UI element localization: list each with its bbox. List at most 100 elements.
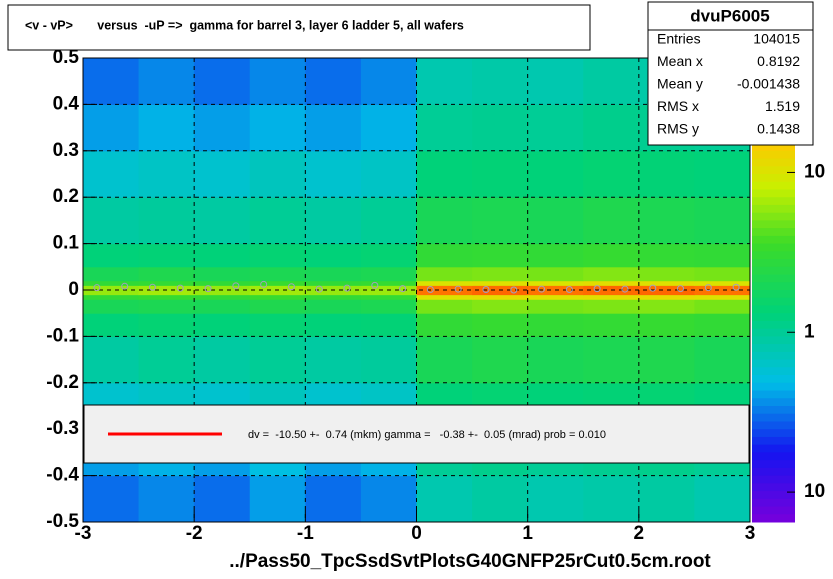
profile-marker: [343, 284, 351, 292]
heatmap-cell: [249, 285, 306, 291]
heatmap-cell: [638, 197, 695, 245]
heatmap-cell: [305, 294, 362, 300]
heatmap-cell: [694, 290, 751, 296]
heatmap-cell: [416, 294, 473, 300]
palette-segment: [752, 158, 795, 167]
heatmap-cell: [583, 280, 640, 286]
x-axis-title: ../Pass50_TpcSsdSvtPlotsG40GNFP25rCut0.5…: [229, 551, 711, 572]
palette-segment: [752, 313, 795, 322]
heatmap-cell: [138, 243, 195, 268]
heatmap-cell: [305, 299, 362, 314]
palette-segment: [752, 259, 795, 268]
profile-marker: [704, 284, 712, 292]
heatmap-cell: [416, 336, 473, 384]
heatmap-cell: [249, 266, 306, 282]
heatmap-cell: [694, 243, 751, 268]
profile-marker: [232, 282, 240, 290]
heatmap-cell: [138, 299, 195, 314]
palette-segment: [752, 328, 795, 337]
profile-marker: [121, 282, 129, 290]
palette-segment: [752, 359, 795, 368]
heatmap-cell: [638, 285, 695, 291]
stats-value: 0.1438: [757, 121, 800, 137]
heatmap-cell: [638, 336, 695, 384]
heatmap-cell: [138, 58, 195, 105]
profile-marker: [732, 283, 740, 291]
heatmap-cell: [638, 299, 695, 314]
heatmap-cell: [583, 150, 640, 198]
profile-marker: [315, 285, 323, 293]
heatmap-cell: [194, 313, 251, 337]
heatmap-cell: [194, 294, 251, 300]
heatmap-cell: [583, 104, 640, 152]
y-tick-label: -0.4: [46, 465, 79, 486]
stats-value: 104015: [753, 31, 800, 47]
palette-segment: [752, 367, 795, 376]
heatmap-cell: [583, 58, 640, 105]
x-tick-label: 3: [745, 523, 756, 544]
heatmap-cell: [194, 104, 251, 152]
profile-marker: [399, 285, 407, 293]
y-tick-label: -0.5: [46, 511, 79, 532]
overlay: -3 -2 -1 0 1 2 3 -0.5 -0.4 -0.3 -0.2 -0.1 0 0.1 0.2 0.3…: [46, 47, 755, 544]
heatmap-cell: [472, 290, 529, 296]
palette-segment: [752, 320, 795, 330]
heatmap-cell: [360, 243, 417, 268]
heatmap-cell: [638, 266, 695, 282]
heatmap-cell: [194, 58, 251, 105]
palette-segment: [752, 491, 795, 500]
palette-segment: [752, 282, 795, 291]
heatmap-cell: [583, 285, 640, 291]
heatmap-cell: [194, 280, 251, 286]
stats-title: dvuP6005: [690, 6, 769, 25]
palette-segment: [752, 444, 795, 453]
heatmap-cell: [194, 243, 251, 268]
y-tick-label: 0.3: [53, 140, 79, 161]
y-tick-label: -0.3: [46, 418, 79, 439]
z-tick-label: 1: [804, 321, 815, 342]
y-tick-label: -0.1: [46, 325, 79, 346]
heatmap-cell: [249, 475, 306, 523]
heatmap-cell: [83, 294, 140, 300]
stats-label: Mean y: [657, 76, 703, 92]
heatmap-cell: [694, 313, 751, 337]
palette-segment: [752, 290, 795, 299]
heatmap-cell: [527, 58, 584, 105]
heatmap-cell: [472, 336, 529, 384]
palette-segment: [752, 398, 795, 407]
heatmap-cell: [194, 475, 251, 523]
heatmap-cell: [638, 290, 695, 296]
heatmap-cell: [583, 475, 640, 523]
heatmap-cell: [472, 299, 529, 314]
heatmap-cell: [527, 475, 584, 523]
heatmap-cell: [360, 280, 417, 286]
palette-segment: [752, 305, 795, 314]
heatmap-cells: [83, 58, 751, 523]
palette-segment: [752, 204, 795, 214]
heatmap-cell: [138, 475, 195, 523]
stats-label: Entries: [657, 31, 701, 47]
palette-segment: [752, 344, 795, 353]
heatmap-cell: [416, 280, 473, 286]
heatmap-cell: [83, 299, 140, 314]
heatmap-cell: [194, 150, 251, 198]
stats-label: Mean x: [657, 53, 703, 69]
heatmap-cell: [83, 285, 140, 291]
heatmap-cell: [527, 280, 584, 286]
stats-value: 1.519: [765, 98, 800, 114]
palette-segment: [752, 475, 795, 484]
plot-frame: [82, 57, 751, 523]
heatmap-cell: [527, 243, 584, 268]
heatmap-cell: [472, 313, 529, 337]
heatmap-cell: [472, 475, 529, 523]
palette-segment: [752, 274, 795, 283]
heatmap-cell: [305, 266, 362, 282]
heatmap-cell: [305, 313, 362, 337]
heatmap-cell: [638, 313, 695, 337]
stats-box: [647, 1, 814, 146]
profile-marker: [454, 285, 462, 293]
palette-segment: [752, 483, 795, 492]
heatmap-cell: [694, 336, 751, 384]
profile-marker: [93, 284, 101, 292]
heatmap-cell: [360, 285, 417, 291]
